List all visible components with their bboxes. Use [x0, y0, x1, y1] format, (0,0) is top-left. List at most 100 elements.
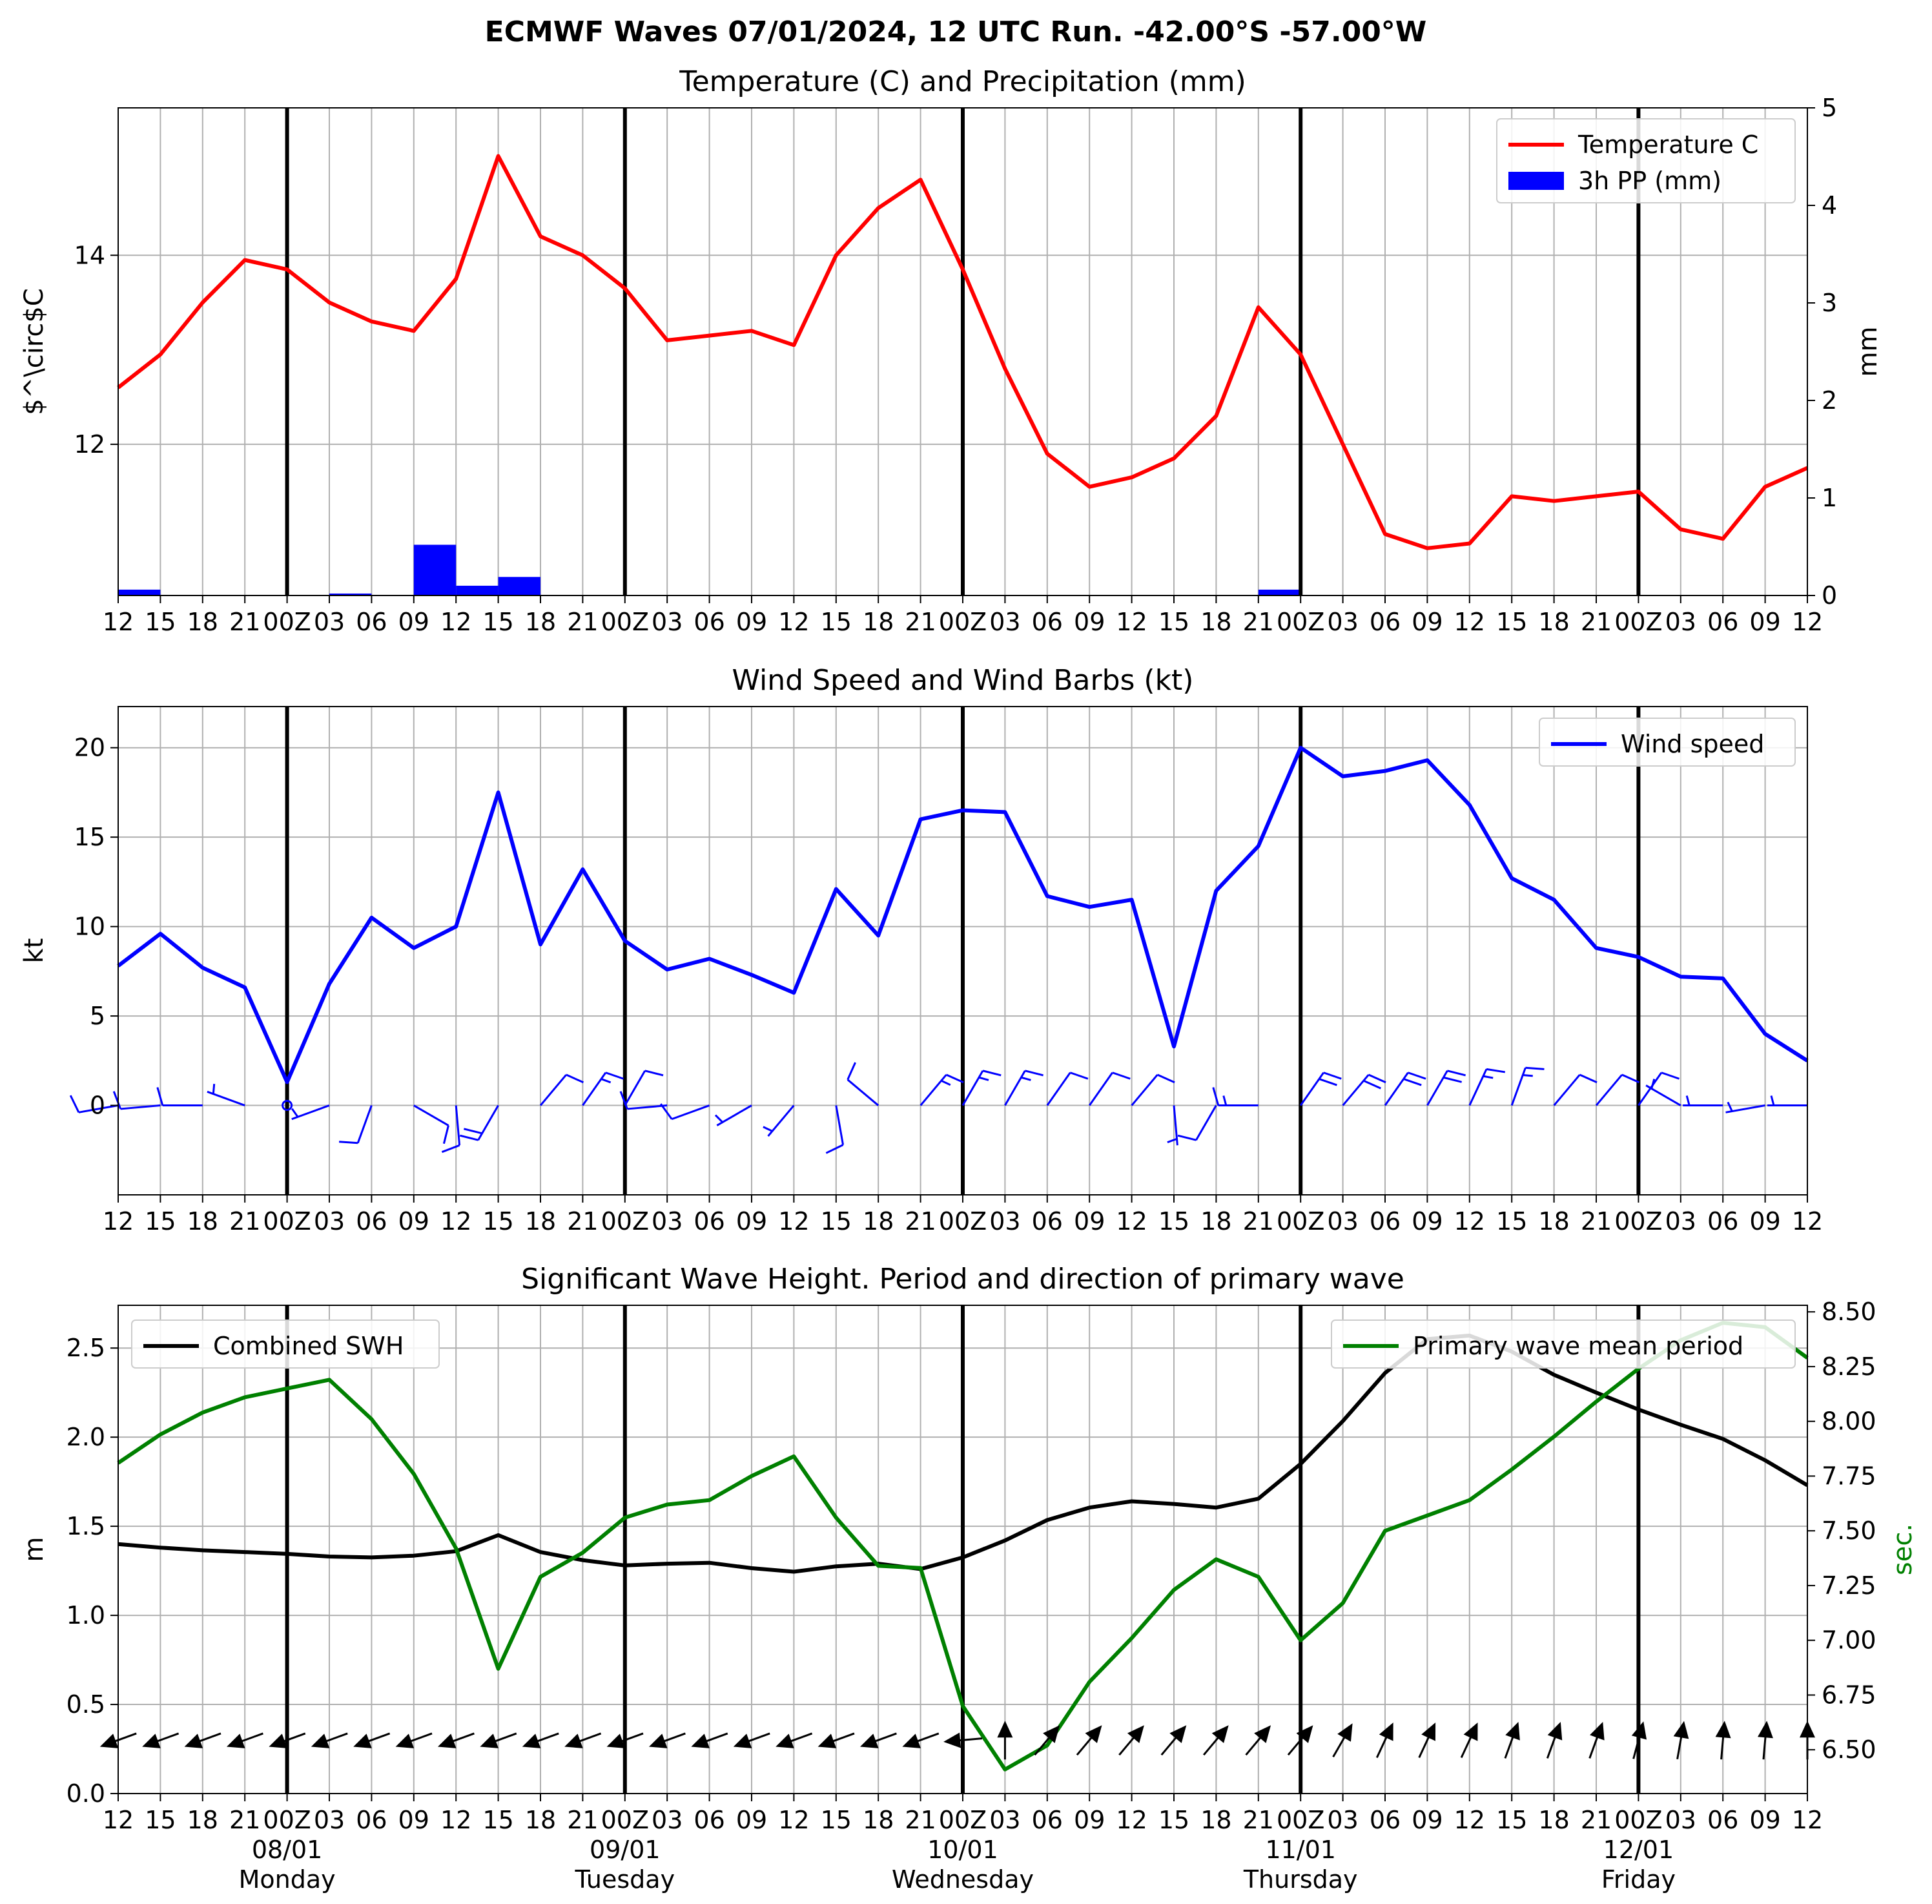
- x-tick-label: 21: [229, 1806, 260, 1834]
- wind-barb: [660, 1103, 710, 1121]
- x-tick-label: 03: [314, 1207, 345, 1236]
- x-tick-label: 06: [694, 1207, 724, 1236]
- precip-bar: [1258, 589, 1301, 595]
- wind-barb: [1384, 1071, 1426, 1106]
- precip-bar: [456, 585, 498, 595]
- x-tick-label: 09: [1412, 1207, 1443, 1236]
- x-tick-label: 12: [1454, 1806, 1485, 1834]
- wave-arrow-head: [227, 1733, 245, 1748]
- y2-tick-label: 0: [1822, 581, 1837, 610]
- x-tick-label: 09: [398, 608, 429, 636]
- wave-arrow-head: [902, 1733, 921, 1748]
- wind-barb-half: [714, 1114, 724, 1123]
- y-axis-label: $^\circ$C: [19, 288, 49, 415]
- day-date-label: 12/01: [1603, 1836, 1674, 1864]
- x-tick-label: 21: [1581, 1806, 1612, 1834]
- wind-barb-flag: [644, 1070, 664, 1077]
- wave-arrow-head: [564, 1733, 583, 1748]
- wind-barb-flag: [1525, 1066, 1545, 1070]
- x-tick-label: 00Z: [939, 608, 987, 636]
- wind-barb-flag: [1447, 1070, 1466, 1077]
- x-tick-label: 09: [1749, 608, 1780, 636]
- x-tick-label: 03: [1327, 1806, 1358, 1834]
- day-name-label: Tuesday: [574, 1865, 675, 1894]
- wave-direction-arrow: [817, 1732, 855, 1748]
- wind-barb-flag: [1661, 1071, 1680, 1080]
- wind-barb-shaft: [120, 1104, 161, 1110]
- x-tick-label: 09: [1412, 608, 1443, 636]
- wave-arrow-head: [353, 1733, 372, 1748]
- x-tick-label: 18: [1538, 608, 1569, 636]
- wave-direction-arrow: [1332, 1723, 1353, 1757]
- panel-waves: 0.00.51.01.52.02.512 15 18 21 00Z 03 06 09 12 15 1…: [19, 1263, 1918, 1894]
- wind-barb: [1131, 1073, 1175, 1106]
- y-tick-label: 1.0: [67, 1601, 105, 1630]
- wave-arrow-head: [1085, 1725, 1102, 1743]
- wave-arrow-head: [860, 1733, 879, 1748]
- wave-arrow-head: [817, 1733, 837, 1748]
- x-tick-label: 06: [1032, 1207, 1063, 1236]
- x-tick-label: 21: [1581, 1207, 1612, 1236]
- wind-barb-half: [1650, 1079, 1656, 1089]
- x-tick-label: 18: [187, 1207, 218, 1236]
- wind-barb: [825, 1105, 845, 1154]
- wind-barb-half: [1222, 1095, 1228, 1106]
- x-tick-label: 12: [440, 1207, 471, 1236]
- wind-barb-half: [1021, 1076, 1031, 1081]
- x-tick-label: 00Z: [601, 1207, 649, 1236]
- wave-direction-arrow: [227, 1732, 263, 1748]
- x-tick-label: 06: [356, 608, 387, 636]
- wind-barb-flag: [1403, 1078, 1422, 1086]
- wave-arrow-head: [1631, 1721, 1647, 1740]
- wave-direction-arrow: [1034, 1725, 1060, 1756]
- y-tick-label: 10: [74, 913, 105, 941]
- wave-direction-arrow: [522, 1732, 559, 1748]
- x-tick-label: 12: [103, 1207, 134, 1236]
- y2-axis-label: mm: [1853, 327, 1883, 377]
- panel-title: Significant Wave Height. Period and dire…: [521, 1263, 1404, 1296]
- wave-arrow-head: [1296, 1725, 1313, 1743]
- x-tick-label: 15: [821, 1806, 852, 1834]
- wind-barb-shaft: [356, 1105, 373, 1144]
- wave-direction-arrow: [902, 1732, 940, 1748]
- wind-barb-half: [601, 1078, 611, 1084]
- wave-arrow-head: [733, 1733, 752, 1748]
- legend-temperature-label: 3h PP (mm): [1578, 167, 1721, 195]
- wave-direction-arrow: [1588, 1722, 1605, 1759]
- wind-barb-shaft: [1510, 1067, 1526, 1106]
- wave-arrow-head: [1379, 1723, 1393, 1741]
- y-axis-label: m: [19, 1537, 49, 1562]
- y2-tick-label: 7.50: [1822, 1516, 1876, 1545]
- wind-barb-half: [978, 1076, 989, 1081]
- x-tick-label: 12: [103, 608, 134, 636]
- wind-barb: [1167, 1105, 1178, 1146]
- wind-barb: [339, 1105, 373, 1144]
- y-tick-label: 15: [74, 823, 105, 851]
- x-tick-label: 00Z: [263, 1207, 311, 1236]
- wind-barb-flag: [441, 1144, 460, 1154]
- wave-arrow-head: [522, 1733, 541, 1748]
- x-tick-label: 21: [567, 608, 598, 636]
- wind-barb-flag: [1025, 1070, 1044, 1077]
- wave-direction-arrow: [564, 1732, 602, 1748]
- x-tick-label: 18: [525, 608, 556, 636]
- wind-barb-shaft: [477, 1104, 499, 1141]
- wind-barb: [1088, 1071, 1131, 1106]
- x-tick-label: 09: [398, 1806, 429, 1834]
- x-tick-label: 12: [778, 1806, 809, 1834]
- x-tick-label: 18: [525, 1207, 556, 1236]
- x-tick-label: 03: [1327, 608, 1358, 636]
- x-tick-label: 12: [103, 1806, 134, 1834]
- wind-barb-shaft: [1645, 1084, 1681, 1106]
- x-tick-label: 06: [694, 608, 724, 636]
- wind-barb-flag: [1156, 1073, 1175, 1084]
- wind-barb: [459, 1104, 499, 1141]
- x-tick-label: 12: [778, 1207, 809, 1236]
- y2-tick-label: 6.75: [1822, 1681, 1876, 1709]
- x-tick-label: 06: [356, 1207, 387, 1236]
- x-tick-label: 15: [482, 608, 513, 636]
- wind-barb: [207, 1084, 245, 1106]
- wave-arrow-head: [1715, 1721, 1731, 1739]
- wind-barb-shaft: [1299, 1071, 1324, 1106]
